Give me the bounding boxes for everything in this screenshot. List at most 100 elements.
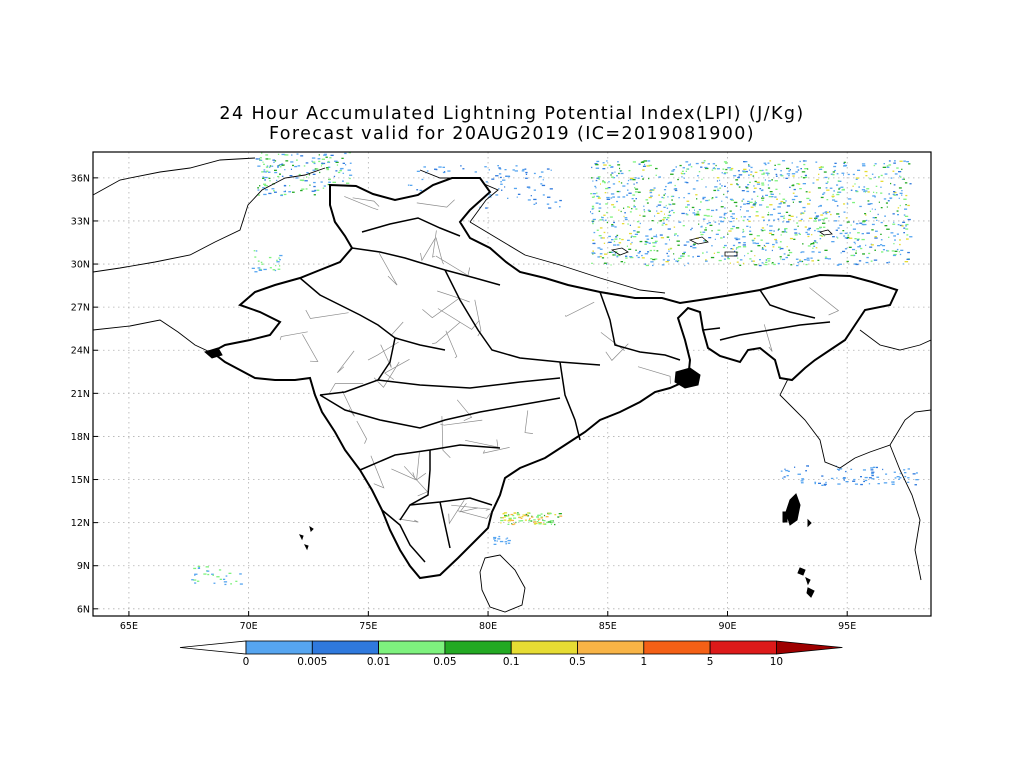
lpi-speck [695, 194, 698, 196]
lpi-speck [538, 519, 540, 521]
lpi-speck [539, 176, 542, 178]
lpi-speck [690, 166, 693, 168]
lpi-speck [283, 154, 287, 156]
lat-tick-label: 36N [71, 173, 90, 184]
lpi-speck [763, 244, 765, 247]
lpi-speck [533, 521, 537, 523]
lpi-speck [646, 165, 650, 167]
lpi-speck [862, 253, 865, 255]
lpi-speck [675, 166, 677, 168]
lpi-speck [914, 484, 917, 486]
lpi-speck [796, 183, 799, 185]
lpi-speck [750, 250, 753, 252]
lpi-speck [529, 517, 531, 520]
lpi-speck [329, 157, 332, 159]
lpi-speck [591, 196, 595, 198]
lpi-speck [257, 187, 259, 189]
lpi-speck [644, 253, 649, 255]
lpi-speck [791, 198, 796, 201]
lpi-speck [854, 183, 856, 185]
lpi-speck [855, 190, 858, 192]
lpi-speck [780, 175, 784, 177]
lpi-speck [824, 176, 828, 179]
state-boundaries [299, 217, 831, 563]
lpi-speck [223, 581, 228, 583]
lpi-speck [863, 223, 867, 226]
lpi-speck [869, 203, 873, 205]
lpi-speck [753, 203, 757, 205]
lpi-speck [843, 211, 846, 213]
lpi-speck [690, 245, 693, 248]
lat-tick-label: 24N [71, 346, 90, 357]
lpi-speck [893, 253, 897, 256]
lpi-speck [753, 191, 756, 193]
lpi-speck [838, 180, 842, 182]
lpi-speck [767, 260, 771, 262]
lpi-speck [796, 264, 799, 267]
lpi-speck [830, 173, 834, 175]
lpi-speck [836, 184, 839, 186]
lpi-speck [907, 218, 911, 221]
lpi-speck [621, 223, 625, 225]
lpi-speck [499, 540, 504, 543]
lpi-speck [880, 221, 883, 224]
lpi-speck [281, 163, 284, 165]
lpi-speck [902, 263, 904, 265]
lpi-speck [784, 228, 788, 230]
lpi-speck [255, 158, 258, 160]
lpi-speck [606, 198, 611, 200]
lpi-speck [506, 537, 509, 539]
lpi-speck [665, 204, 667, 207]
lpi-speck [611, 225, 615, 227]
lpi-speck [546, 203, 550, 205]
lpi-speck [606, 160, 608, 162]
lpi-speck [591, 205, 595, 207]
lpi-speck [689, 209, 690, 211]
lpi-speck [319, 171, 321, 174]
lpi-speck [863, 186, 866, 188]
lpi-speck [804, 174, 807, 177]
lpi-speck [871, 223, 875, 226]
lpi-speck [743, 216, 746, 218]
lpi-speck [611, 172, 614, 174]
lpi-speck [821, 235, 823, 237]
lpi-speck [797, 473, 801, 475]
lpi-speck [897, 207, 900, 209]
lpi-speck [616, 200, 618, 203]
lpi-speck [641, 254, 643, 257]
lpi-speck [524, 168, 527, 170]
lpi-speck [795, 171, 799, 173]
lpi-speck [895, 194, 898, 196]
lpi-speck [710, 256, 715, 259]
lpi-speck [649, 190, 652, 192]
lpi-speck [525, 171, 528, 174]
lpi-speck [775, 175, 778, 177]
lpi-speck [864, 476, 868, 479]
lpi-speck [642, 165, 646, 167]
lpi-speck [807, 168, 809, 170]
lpi-speck [864, 190, 868, 192]
lpi-speck [748, 216, 751, 218]
lpi-speck [259, 268, 262, 271]
lpi-speck [724, 244, 727, 247]
lpi-speck [717, 188, 719, 190]
lpi-speck [656, 205, 658, 208]
lpi-speck [645, 235, 649, 237]
lpi-speck [894, 477, 897, 479]
lpi-speck [696, 213, 700, 215]
lpi-speck [896, 248, 899, 251]
lpi-speck [786, 475, 789, 477]
lpi-speck [854, 238, 857, 240]
lpi-speck [867, 200, 870, 202]
lpi-speck [901, 178, 903, 180]
lpi-speck [866, 256, 869, 259]
lpi-speck [745, 170, 748, 173]
lpi-speck [780, 258, 782, 260]
lpi-speck [592, 221, 594, 223]
lpi-speck [758, 264, 762, 267]
lpi-speck [863, 480, 865, 483]
lpi-speck [665, 261, 669, 263]
lpi-speck [666, 236, 670, 238]
lpi-speck [700, 201, 702, 203]
lpi-speck [687, 204, 690, 206]
